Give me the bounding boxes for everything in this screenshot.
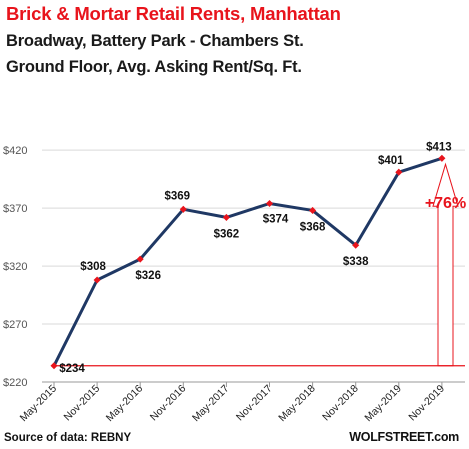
data-point xyxy=(179,205,187,213)
data-point xyxy=(93,276,101,284)
data-label: $362 xyxy=(214,228,240,240)
y-tick-label: $270 xyxy=(3,319,27,331)
data-point xyxy=(136,255,144,263)
data-points xyxy=(50,154,446,370)
data-point xyxy=(438,154,446,162)
y-tick-label: $420 xyxy=(3,145,27,157)
growth-annotation: +76% xyxy=(425,162,466,367)
x-tick-label: Nov-2019 xyxy=(406,383,447,424)
data-source: Source of data: REBNY xyxy=(4,432,132,444)
chart-title: Brick & Mortar Retail Rents, Manhattan xyxy=(6,3,341,24)
x-tick-label: Nov-2016 xyxy=(148,383,189,424)
data-point xyxy=(395,168,403,176)
y-axis-ticks: $220 $270 $320 $370 $420 xyxy=(3,145,27,389)
data-label: $369 xyxy=(165,190,191,202)
y-tick-label: $320 xyxy=(3,261,27,273)
x-tick-label: Nov-2015 xyxy=(62,383,103,424)
data-point xyxy=(352,241,360,249)
data-label: $326 xyxy=(135,270,161,282)
x-tick-label: May-2018 xyxy=(276,383,318,425)
data-point xyxy=(222,213,230,221)
data-point xyxy=(50,362,58,370)
series-line xyxy=(52,156,443,367)
x-tick-label: May-2016 xyxy=(104,383,146,425)
chart-subtitle-metric: Ground Floor, Avg. Asking Rent/Sq. Ft. xyxy=(6,58,302,76)
x-tick-label: May-2017 xyxy=(190,383,232,425)
data-label: $401 xyxy=(378,155,404,167)
gridlines xyxy=(42,149,465,325)
x-tick-label: May-2019 xyxy=(362,383,404,425)
y-tick-label: $220 xyxy=(3,377,27,389)
x-axis-ticks: May-2015 Nov-2015 May-2016 Nov-2016 May-2017… xyxy=(18,382,447,425)
brand-logo-text: WOLFSTREET.com xyxy=(349,430,459,444)
x-tick-label: Nov-2017 xyxy=(234,383,275,424)
data-label: $338 xyxy=(343,256,369,268)
data-label: $413 xyxy=(426,141,452,153)
data-label: $374 xyxy=(263,214,289,226)
data-label: $308 xyxy=(80,261,106,273)
y-tick-label: $370 xyxy=(3,203,27,215)
chart-subtitle-location: Broadway, Battery Park - Chambers St. xyxy=(6,32,304,50)
data-point xyxy=(265,199,274,208)
data-labels: $234 $308 $326 $369 $362 $374 $368 $338 $401 $413 xyxy=(59,141,451,374)
data-label: $368 xyxy=(300,221,326,233)
x-tick-label: Nov-2018 xyxy=(320,383,361,424)
growth-label: +76% xyxy=(425,195,466,212)
data-point xyxy=(309,206,317,214)
data-label: $234 xyxy=(59,363,85,375)
